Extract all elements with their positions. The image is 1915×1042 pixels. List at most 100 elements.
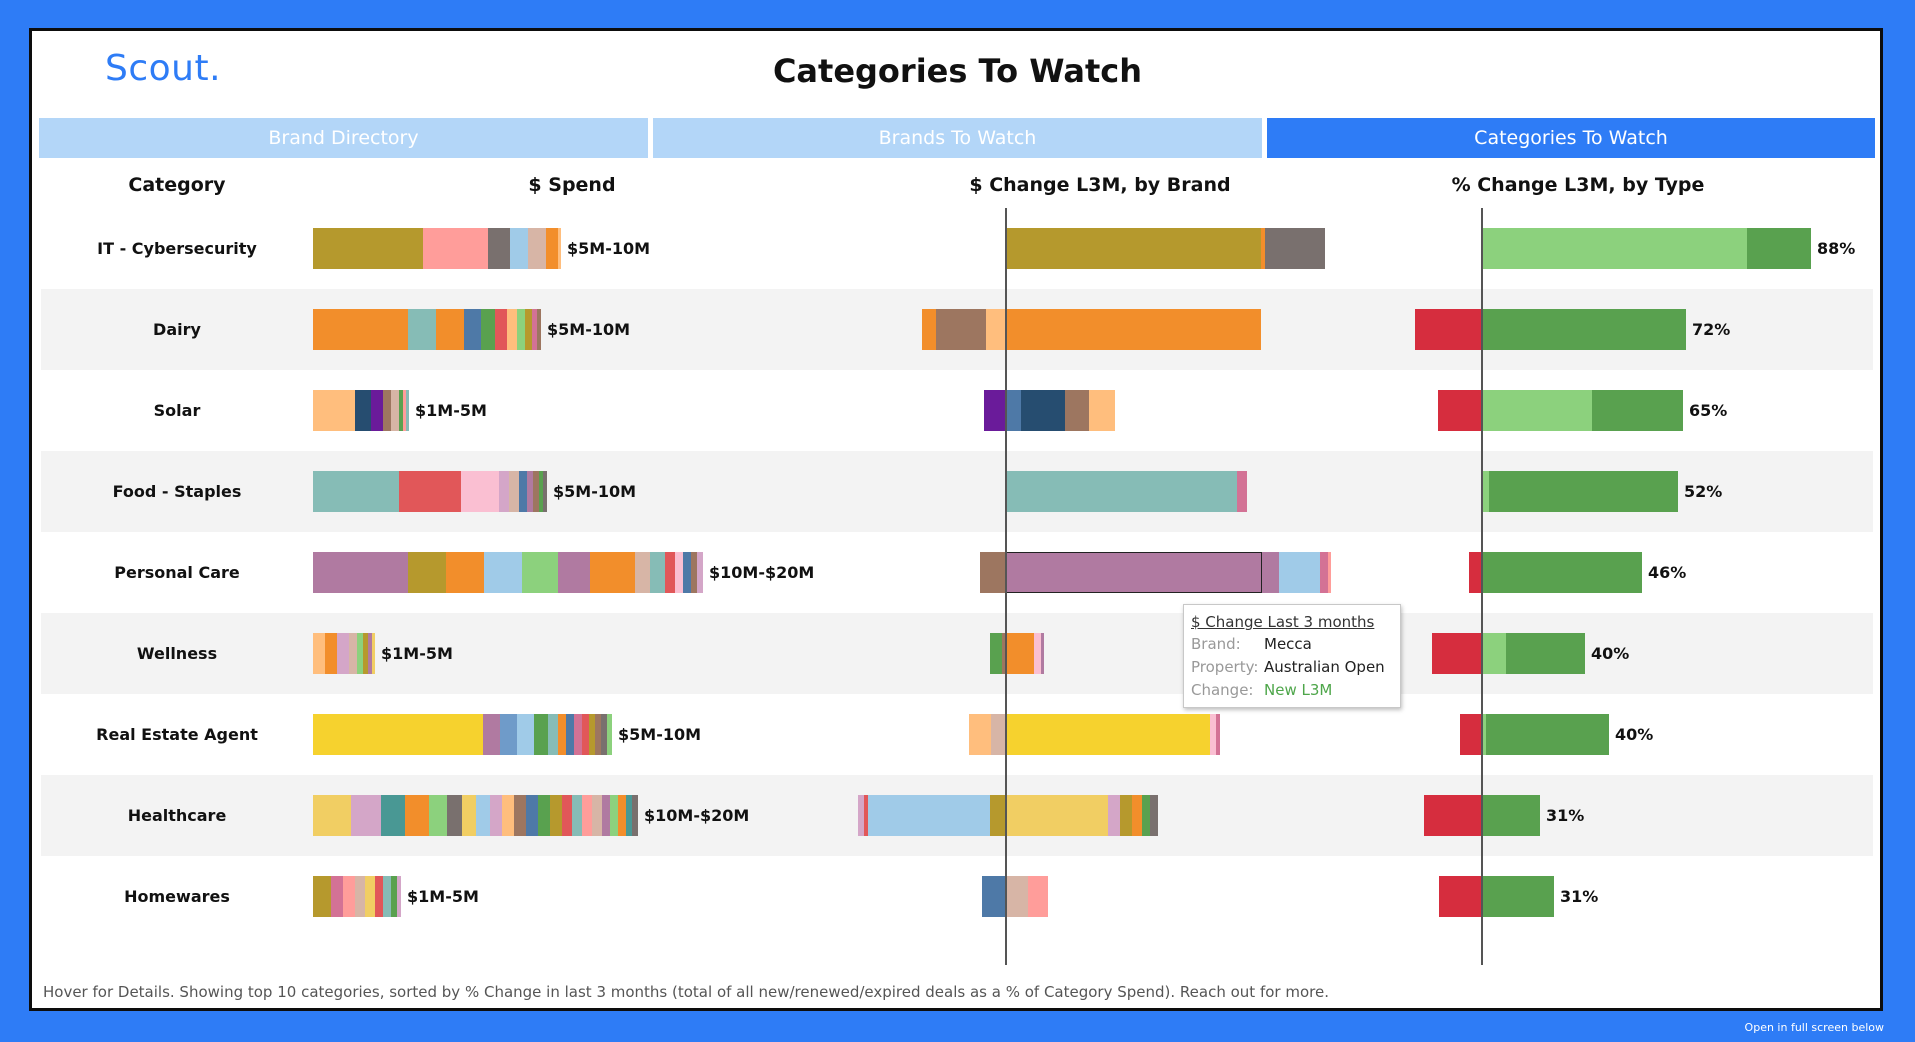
column-header-change-brand: $ Change L3M, by Brand: [969, 174, 1231, 196]
spend-bar-segment: [371, 390, 383, 431]
category-label: Healthcare: [127, 806, 227, 825]
tooltip-brand-key: Brand:: [1191, 635, 1241, 653]
brand-change-segment: [1041, 633, 1044, 674]
brand-change-segment: [984, 390, 1006, 431]
spend-bar-segment: [313, 795, 351, 836]
type-change-segment: [1482, 390, 1592, 431]
spend-bar-segment: [313, 552, 408, 593]
spend-bar-segment: [483, 714, 500, 755]
spend-value-label: $5M-10M: [618, 725, 702, 744]
brand-change-segment: [1132, 795, 1142, 836]
category-label: Solar: [153, 401, 201, 420]
type-change-value-label: 65%: [1689, 401, 1728, 420]
brand-change-segment: [864, 795, 868, 836]
brand-change-segment: [1006, 471, 1237, 512]
scout-logo[interactable]: Scout.: [105, 48, 222, 89]
type-change-segment: [1439, 876, 1482, 917]
type-change-value-label: 88%: [1817, 239, 1856, 258]
spend-bar-segment: [566, 714, 574, 755]
spend-bar-segment: [532, 309, 537, 350]
type-change-segment: [1486, 714, 1609, 755]
spend-bar-segment: [558, 228, 561, 269]
spend-bar-segment: [355, 876, 365, 917]
spend-bar-segment: [517, 309, 525, 350]
brand-change-segment: [1320, 552, 1328, 593]
brand-change-segment: [1065, 390, 1089, 431]
spend-value-label: $1M-5M: [407, 887, 479, 906]
type-change-segment: [1482, 471, 1489, 512]
spend-bar-segment: [343, 876, 355, 917]
brand-change-segment: [1237, 471, 1247, 512]
brand-change-segment: [1002, 633, 1006, 674]
brand-change-segment: [1261, 228, 1265, 269]
brand-change-segment: [1089, 390, 1115, 431]
brand-change-segment: [1021, 390, 1065, 431]
column-header-spend: $ Spend: [528, 174, 616, 196]
spend-bar-segment: [502, 795, 514, 836]
tab-categories-to-watch[interactable]: Categories To Watch: [1267, 118, 1875, 158]
spend-bar-segment: [510, 228, 528, 269]
type-change-segment: [1747, 228, 1811, 269]
spend-value-label: $5M-10M: [567, 239, 651, 258]
hover-tooltip: $ Change Last 3 months Brand: Mecca Prope…: [1183, 604, 1401, 708]
spend-bar-segment: [313, 714, 483, 755]
spend-value-label: $1M-5M: [415, 401, 487, 420]
spend-bar-segment: [313, 471, 399, 512]
spend-bar-segment: [391, 876, 397, 917]
spend-bar-segment: [558, 552, 590, 593]
spend-bar-segment: [618, 795, 626, 836]
tooltip-change-key: Change:: [1191, 681, 1254, 699]
type-change-segment: [1482, 795, 1540, 836]
spend-bar-segment: [683, 552, 691, 593]
spend-bar-segment: [582, 795, 592, 836]
type-change-segment: [1482, 876, 1554, 917]
spend-bar-segment: [408, 309, 436, 350]
spend-bar-segment: [665, 552, 675, 593]
spend-bar-segment: [406, 390, 409, 431]
spend-bar-segment: [590, 552, 635, 593]
type-change-segment: [1482, 552, 1642, 593]
spend-bar-segment: [537, 309, 541, 350]
brand-change-segment: [1142, 795, 1150, 836]
spend-bar-segment: [462, 795, 476, 836]
brand-change-segment: [1006, 228, 1261, 269]
spend-bar-segment: [572, 795, 582, 836]
spend-bar-segment: [509, 471, 519, 512]
spend-bar-segment: [375, 876, 383, 917]
brand-change-segment: [980, 552, 1006, 593]
spend-bar-segment: [351, 795, 381, 836]
spend-bar-segment: [313, 390, 355, 431]
brand-change-segment: [1210, 714, 1216, 755]
spend-bar-segment: [408, 552, 446, 593]
column-header-change-type: % Change L3M, by Type: [1451, 174, 1705, 196]
spend-bar-segment: [543, 471, 547, 512]
spend-bar-segment: [488, 228, 510, 269]
spend-value-label: $5M-10M: [553, 482, 637, 501]
spend-bar-segment: [397, 876, 401, 917]
spend-value-label: $1M-5M: [381, 644, 453, 663]
spend-bar-segment: [383, 390, 391, 431]
type-change-value-label: 46%: [1648, 563, 1687, 582]
spend-bar-segment: [357, 633, 363, 674]
footer-note: Hover for Details. Showing top 10 catego…: [43, 983, 1329, 1001]
brand-change-segment: [868, 795, 990, 836]
spend-value-label: $10M-$20M: [644, 806, 750, 825]
spend-bar-segment: [601, 714, 607, 755]
spend-bar-segment: [626, 795, 632, 836]
spend-bar-segment: [528, 228, 546, 269]
brand-change-segment: [1006, 795, 1108, 836]
tab-brands-to-watch[interactable]: Brands To Watch: [653, 118, 1262, 158]
fullscreen-link[interactable]: Open in full screen below: [1744, 1021, 1884, 1034]
spend-bar-segment: [399, 390, 403, 431]
spend-bar-segment: [481, 309, 495, 350]
brand-change-zero-axis: [1005, 208, 1007, 965]
page-title: Categories To Watch: [772, 52, 1143, 90]
tab-brand-directory[interactable]: Brand Directory: [39, 118, 648, 158]
spend-bar-segment: [514, 795, 526, 836]
spend-bar-segment: [429, 795, 447, 836]
spend-bar-segment: [550, 795, 562, 836]
brand-change-segment: [1328, 552, 1331, 593]
spend-value-label: $10M-$20M: [709, 563, 815, 582]
tooltip-change-value: New L3M: [1264, 681, 1333, 699]
spend-bar-segment: [650, 552, 665, 593]
